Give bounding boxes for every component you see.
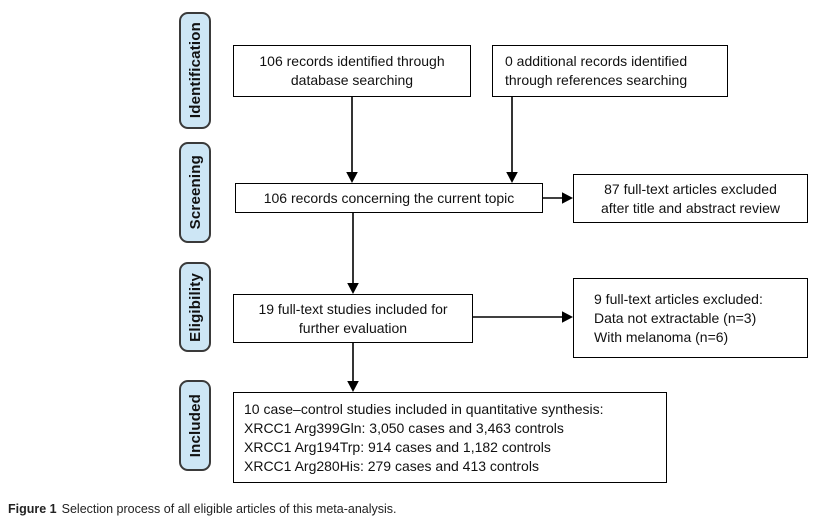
stage-label-screening: Screening <box>179 142 211 243</box>
arrow-screening-to-excluded <box>543 192 573 204</box>
stage-label-eligibility: Eligibility <box>179 262 211 352</box>
stage-label-text: Eligibility <box>186 272 204 342</box>
figure-caption: Figure 1 Selection process of all eligibl… <box>8 502 397 516</box>
arrow-eligibility-to-included <box>347 343 359 392</box>
box-text-line: 9 full-text articles excluded: <box>594 290 763 307</box>
stage-label-included: Included <box>179 380 211 471</box>
stage-label-text: Identification <box>186 22 204 119</box>
box-database-search: 106 records identified through database … <box>233 45 471 97</box>
box-text-line: XRCC1 Arg280His: 279 cases and 413 contr… <box>244 457 539 474</box>
arrow-references-to-screening <box>506 97 518 183</box>
box-text-line: 87 full-text articles excluded <box>604 180 777 197</box>
box-text-line: With melanoma (n=6) <box>594 328 729 345</box>
box-text-line: further evaluation <box>298 319 408 336</box>
box-text-line: through references searching <box>505 72 688 88</box>
stage-label-text: Screening <box>186 155 204 230</box>
figure-caption-label: Figure 1 <box>8 502 57 516</box>
stage-label-text: Included <box>186 393 204 458</box>
box-eligibility: 19 full-text studies included for furthe… <box>233 294 473 343</box>
arrow-database-to-screening <box>346 97 358 183</box>
arrow-eligibility-to-excluded <box>473 311 573 323</box>
figure-caption-text: Selection process of all eligible articl… <box>61 502 397 516</box>
box-screening: 106 records concerning the current topic <box>235 183 543 213</box>
arrow-screening-to-eligibility <box>347 213 359 294</box>
box-text-line: 106 records concerning the current topic <box>263 189 515 206</box>
box-excluded-eligibility: 9 full-text articles excluded: Data not … <box>573 278 808 358</box>
stage-label-identification: Identification <box>179 12 211 129</box>
box-text-line: 10 case–control studies included in quan… <box>244 400 604 417</box>
box-text-line: database searching <box>290 72 414 88</box>
box-text-line: Data not extractable (n=3) <box>594 309 757 326</box>
box-text-line: 19 full-text studies included for <box>258 300 448 317</box>
box-reference-search: 0 additional records identified through … <box>492 45 728 97</box>
box-text-line: 0 additional records identified <box>505 53 688 69</box>
box-excluded-screening: 87 full-text articles excluded after tit… <box>573 174 808 223</box>
box-text-line: 106 records identified through <box>259 53 445 69</box>
box-included: 10 case–control studies included in quan… <box>233 392 667 483</box>
box-text-line: XRCC1 Arg194Trp: 914 cases and 1,182 con… <box>244 438 551 455</box>
box-text-line: XRCC1 Arg399Gln: 3,050 cases and 3,463 c… <box>244 419 564 436</box>
box-text-line: after title and abstract review <box>601 199 780 216</box>
